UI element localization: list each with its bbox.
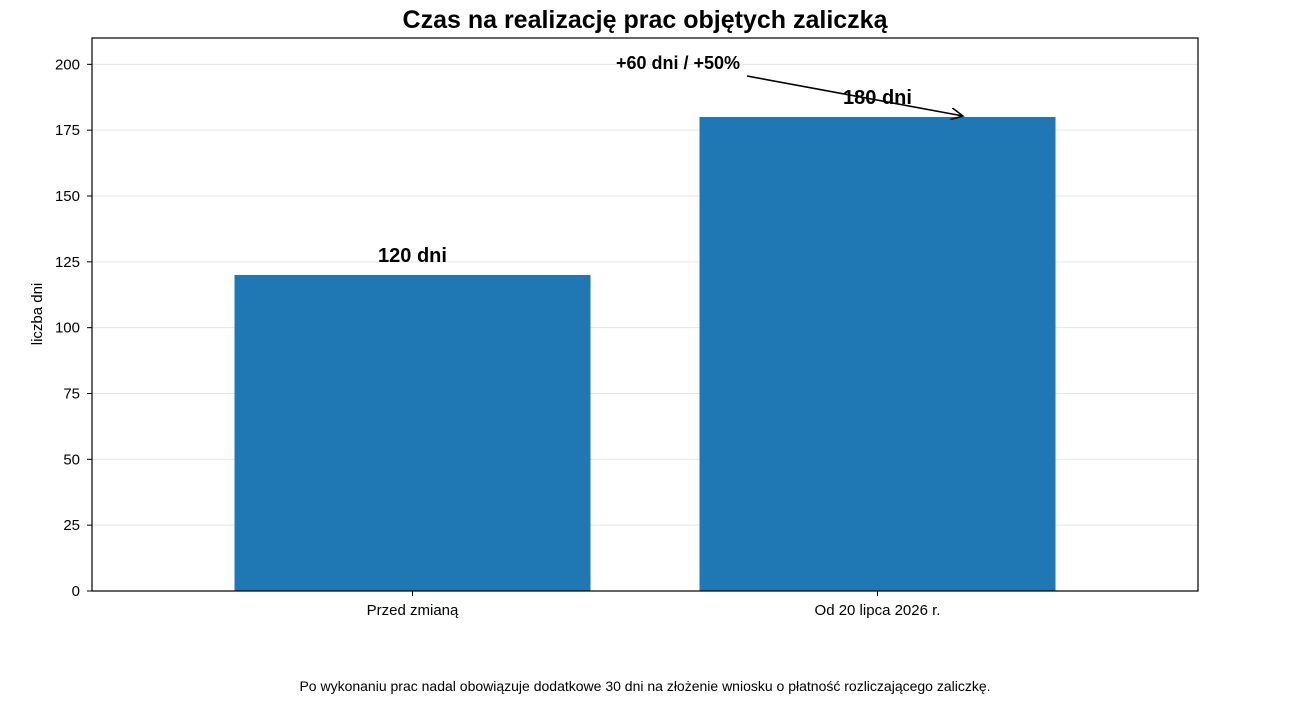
y-tick-label: 50 [63,451,80,468]
y-tick-label: 0 [72,583,80,600]
y-tick-label: 25 [63,517,80,534]
chart-footnote: Po wykonaniu prac nadal obowiązuje dodat… [299,678,990,694]
y-tick-label: 75 [63,386,80,403]
y-tick-label: 200 [55,56,80,73]
annotation-arrow [746,75,963,116]
bar [234,275,591,591]
bar [699,117,1056,591]
plot-area-frame [91,37,1199,592]
annotation-text: +60 dni / +50% [616,53,740,73]
y-axis: 0 25 50 75 100 125 150 175 200 [55,56,92,600]
y-tick-label: 175 [55,122,80,139]
y-tick-label: 100 [55,320,80,337]
bars [234,117,1056,591]
annotation: +60 dni / +50% [616,53,963,116]
y-tick-label: 150 [55,188,80,205]
x-tick-label: Przed zmianą [367,602,459,619]
y-axis-label: liczba dni [29,283,46,346]
chart-title: Czas na realizację prac objętych zaliczk… [403,6,889,34]
x-axis: Przed zmianą Od 20 lipca 2026 r. [367,591,941,619]
data-label: 120 dni [378,245,447,267]
x-tick-label: Od 20 lipca 2026 r. [815,602,941,619]
data-label: 180 dni [843,87,912,109]
y-tick-label: 125 [55,254,80,271]
